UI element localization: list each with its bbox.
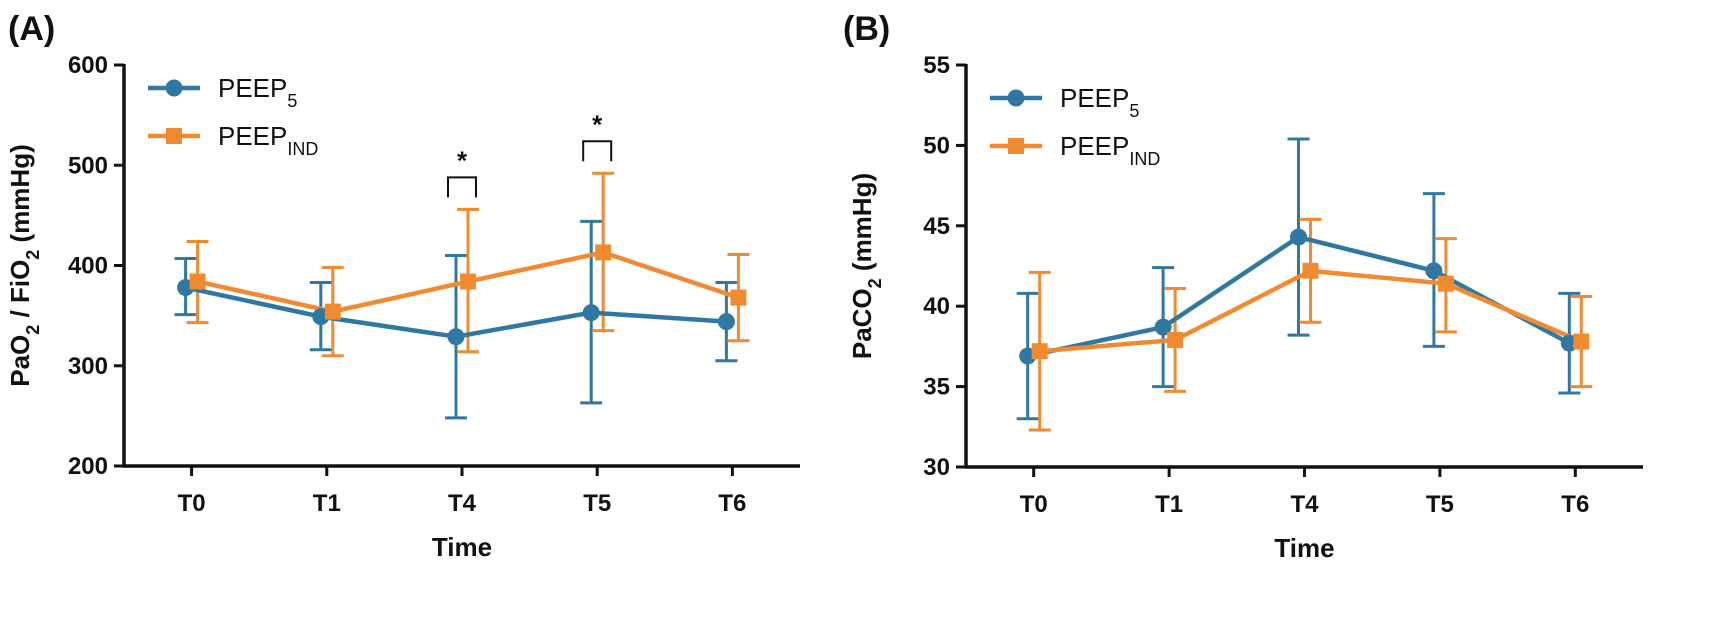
panel-b-point-peepind xyxy=(1302,262,1319,279)
panel-b-y-tick-label: 45 xyxy=(923,213,950,240)
panel-b-legend-label-peepind: PEEPIND xyxy=(1060,131,1160,169)
panel-a-y-tick-label: 200 xyxy=(68,453,108,480)
panel-a-point-peepind xyxy=(730,289,747,306)
panel-b-y-tick-label: 30 xyxy=(923,454,950,481)
panel-b-point-peepind xyxy=(1437,275,1454,292)
panel-b-point-peepind xyxy=(1031,343,1048,360)
panel-b-y-axis-title: PaCO2 (mmHg) xyxy=(847,173,885,359)
panel-a-y-tick-label: 300 xyxy=(68,353,108,380)
panel-a-y-tick-label: 400 xyxy=(68,253,108,280)
panel-a-point-peep5 xyxy=(582,304,600,322)
panel-b-y-tick-label: 50 xyxy=(923,132,950,159)
panel-a-x-tick-label: T0 xyxy=(178,490,206,517)
panel-a-significance-bracket xyxy=(582,140,613,162)
panel-a-legend-marker-peep5 xyxy=(165,79,183,97)
panel-b-x-tick-label: T1 xyxy=(1155,491,1183,518)
panel-a-significance-marker: * xyxy=(592,109,603,139)
panel-b-x-axis-title: Time xyxy=(1274,533,1334,563)
panel-b-point-peepind xyxy=(1573,333,1590,350)
panel-b-point-peepind xyxy=(1167,331,1184,348)
panel-a-y-tick-label: 600 xyxy=(68,52,108,79)
panel-b-point-peep5 xyxy=(1290,228,1307,246)
panel-a-x-axis-title: Time xyxy=(432,532,492,562)
panel-a-point-peep5 xyxy=(447,328,465,346)
panel-a-y-tick-label: 500 xyxy=(68,152,108,179)
panel-a-point-peepind xyxy=(460,273,476,290)
panel-a-x-tick-label: T1 xyxy=(313,490,341,517)
panel-b-y-tick-label: 40 xyxy=(923,293,950,320)
panel-a-significance-marker: * xyxy=(457,145,468,175)
panel-a-point-peepind xyxy=(595,244,612,261)
panel-a-x-tick-label: T6 xyxy=(718,490,746,517)
panel-b-x-tick-label: T5 xyxy=(1426,491,1454,518)
panel-b-y-tick-label: 35 xyxy=(923,374,950,401)
panel-b-label: (B) xyxy=(843,10,890,48)
panel-a-label: (A) xyxy=(8,10,55,48)
panel-b-x-tick-label: T4 xyxy=(1290,491,1319,518)
panel-a-point-peepind xyxy=(324,303,341,320)
panel-a-x-tick-label: T5 xyxy=(583,490,611,517)
panel-a-point-peepind xyxy=(189,273,206,290)
panel-a-legend-marker-peepind xyxy=(166,128,182,144)
panel-b-y-tick-label: 55 xyxy=(923,52,950,79)
panel-b-point-peep5 xyxy=(1425,262,1443,280)
panel-b-legend-marker-peep5 xyxy=(1007,89,1025,107)
panel-b-legend-marker-peepind xyxy=(1008,138,1024,154)
panel-a-point-peep5 xyxy=(717,313,735,331)
panel-a-legend-label-peepind: PEEPIND xyxy=(218,121,318,159)
panel-a-significance-bracket xyxy=(447,176,477,198)
panel-a-x-tick-label: T4 xyxy=(448,490,477,517)
panel-b-x-tick-label: T0 xyxy=(1020,491,1048,518)
panel-b-legend-label-peep5: PEEP5 xyxy=(1060,83,1139,121)
panel-a-legend-label-peep5: PEEP5 xyxy=(218,73,297,111)
panel-b-x-tick-label: T6 xyxy=(1561,491,1589,518)
panel-a-y-axis-title: PaO2 / FiO2 (mmHg) xyxy=(5,144,43,387)
panel-b-point-peep5 xyxy=(1154,318,1172,336)
